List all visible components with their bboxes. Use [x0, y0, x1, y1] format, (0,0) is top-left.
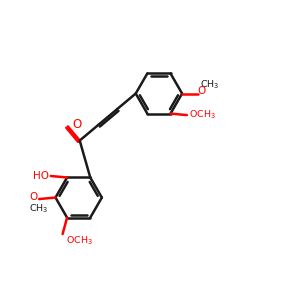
Text: O: O: [29, 192, 38, 202]
Text: CH$_3$: CH$_3$: [200, 78, 220, 91]
Text: O: O: [197, 86, 205, 96]
Text: CH$_3$: CH$_3$: [29, 202, 49, 215]
Text: OCH$_3$: OCH$_3$: [189, 109, 216, 121]
Text: O: O: [72, 118, 82, 131]
Text: HO: HO: [33, 171, 49, 181]
Text: OCH$_3$: OCH$_3$: [66, 234, 93, 247]
